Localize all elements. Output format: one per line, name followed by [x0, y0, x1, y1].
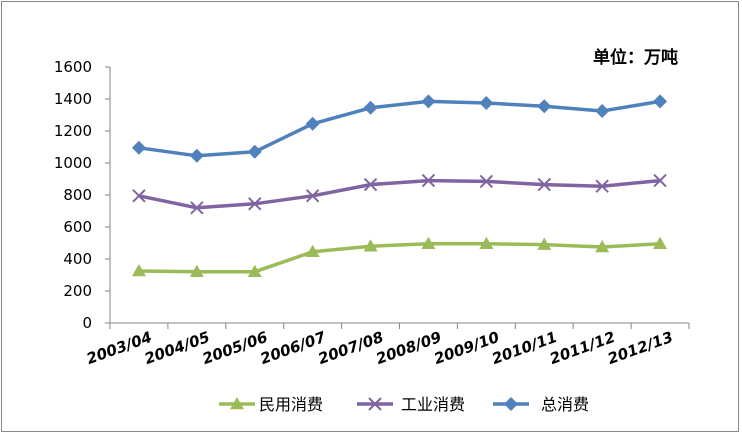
data-point [653, 173, 667, 188]
data-point [189, 264, 204, 278]
y-tick-label: 1200 [54, 122, 92, 140]
x-tick-label: 2007/08 [316, 328, 386, 368]
data-point [305, 244, 320, 258]
data-point [247, 144, 262, 159]
x-tick-label: 2008/09 [374, 328, 444, 368]
series-x [132, 173, 667, 215]
y-tick-label: 200 [63, 282, 92, 300]
data-point [479, 96, 494, 110]
data-point [363, 177, 378, 192]
legend-item: 工业消费 [357, 395, 465, 414]
x-tick-label: 2009/10 [432, 328, 502, 368]
data-point [537, 237, 552, 250]
data-point [131, 264, 146, 277]
data-point [131, 140, 146, 155]
x-tick-label: 2005/06 [200, 328, 270, 368]
data-point [421, 173, 436, 188]
data-point [248, 197, 262, 211]
x-tick-label: 2004/05 [142, 328, 212, 368]
data-point [247, 264, 262, 278]
data-point [421, 236, 436, 250]
x-tick-label: 2012/13 [605, 328, 675, 368]
y-tick-label: 1600 [54, 58, 92, 76]
x-tick-label: 2011/12 [547, 328, 617, 368]
data-point [305, 189, 320, 203]
legend-label: 民用消费 [259, 395, 323, 414]
y-tick-label: 1400 [54, 90, 92, 108]
data-point [653, 94, 668, 109]
legend-marker [368, 397, 382, 411]
x-tick-label: 2010/11 [489, 328, 559, 368]
legend-item: 总消费 [493, 395, 589, 414]
data-point [537, 99, 552, 114]
data-point [653, 236, 668, 250]
series-triangle [131, 236, 668, 278]
data-point [479, 174, 494, 189]
unit-label: 单位：万吨 [593, 47, 678, 68]
data-point [363, 239, 378, 252]
y-tick-label: 400 [63, 250, 92, 268]
data-point [363, 100, 378, 115]
data-point [190, 201, 204, 215]
data-point [595, 104, 610, 118]
x-tick-label: 2006/07 [258, 328, 329, 368]
y-tick-label: 0 [82, 314, 92, 332]
data-point [595, 179, 609, 193]
y-tick-label: 600 [63, 218, 92, 236]
series-line [138, 242, 661, 274]
data-point [479, 236, 494, 250]
data-point [132, 189, 146, 203]
data-point [595, 240, 610, 253]
legend-marker [230, 397, 244, 410]
legend-label: 总消费 [541, 395, 589, 414]
legend-item: 民用消费 [219, 395, 323, 414]
legend: 民用消费 工业消费 总消费 [219, 395, 589, 414]
series-diamond [131, 94, 668, 163]
data-point [421, 94, 436, 109]
legend-marker [504, 397, 518, 411]
y-tick-label: 1000 [54, 154, 92, 172]
x-tick-label: 2003/04 [84, 328, 154, 368]
data-point [189, 148, 204, 163]
y-tick-label: 800 [63, 186, 92, 204]
series-line [138, 99, 661, 158]
series-layer [131, 94, 668, 278]
data-point [537, 177, 551, 192]
legend-label: 工业消费 [401, 395, 465, 414]
data-point [305, 116, 320, 131]
series-line [138, 178, 661, 210]
